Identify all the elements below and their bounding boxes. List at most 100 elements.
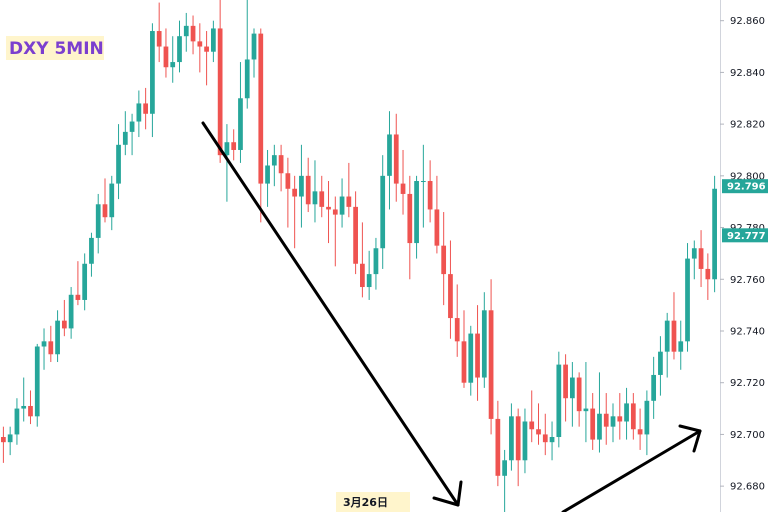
candle bbox=[61, 299, 67, 337]
candle bbox=[664, 312, 670, 378]
candle bbox=[630, 393, 636, 440]
candle-body bbox=[529, 421, 535, 430]
chart-title: DXY 5MIN bbox=[6, 36, 104, 60]
candle bbox=[448, 240, 453, 339]
candle bbox=[156, 2, 162, 63]
candle bbox=[380, 155, 386, 269]
candle-body bbox=[197, 41, 203, 47]
candle-body bbox=[624, 403, 629, 422]
price-tags: 92.796 92.777 bbox=[722, 179, 768, 243]
candle-body bbox=[156, 31, 162, 47]
candle-body bbox=[170, 62, 176, 68]
candle-body bbox=[305, 175, 311, 205]
candle-body bbox=[48, 341, 54, 355]
candle-body bbox=[251, 33, 257, 60]
candle-body bbox=[542, 434, 548, 443]
price-axis: 92.68092.70092.72092.74092.76092.78092.8… bbox=[720, 16, 765, 493]
candle-body bbox=[671, 320, 677, 352]
candle-body bbox=[278, 155, 284, 174]
candle bbox=[576, 372, 582, 427]
candle bbox=[319, 175, 325, 218]
candle bbox=[116, 124, 121, 200]
candle bbox=[454, 284, 460, 357]
candle-body bbox=[129, 121, 135, 132]
candle-body bbox=[509, 416, 514, 461]
candle bbox=[7, 426, 13, 456]
candle bbox=[583, 362, 589, 443]
candle-body bbox=[407, 193, 413, 244]
candle bbox=[624, 387, 629, 440]
candle bbox=[434, 175, 440, 254]
candle bbox=[393, 113, 399, 202]
candle bbox=[671, 292, 677, 360]
candle-body bbox=[1, 437, 6, 443]
candle bbox=[509, 403, 514, 471]
candle-body bbox=[21, 405, 27, 409]
annotation-arrows bbox=[201, 121, 702, 512]
y-tick-label: 92.680 bbox=[730, 482, 765, 493]
date-label-text: 3月26日 bbox=[343, 496, 388, 509]
candle-body bbox=[603, 413, 609, 427]
candle-body bbox=[292, 188, 298, 197]
candle bbox=[712, 175, 717, 293]
candle bbox=[14, 398, 20, 445]
candle-body bbox=[217, 28, 223, 156]
candle-body bbox=[109, 183, 115, 218]
candle bbox=[698, 230, 704, 288]
candle bbox=[238, 62, 243, 163]
candle-body bbox=[448, 274, 453, 319]
candle-body bbox=[664, 320, 670, 352]
candle-body bbox=[177, 36, 182, 63]
candle bbox=[475, 305, 480, 401]
candle bbox=[603, 393, 609, 445]
candle bbox=[28, 390, 33, 425]
candle-body bbox=[576, 377, 582, 412]
candle bbox=[312, 160, 318, 223]
candle bbox=[102, 178, 108, 223]
candle bbox=[339, 178, 345, 228]
candle-body bbox=[414, 181, 419, 244]
candle bbox=[549, 421, 555, 461]
candle bbox=[542, 413, 548, 456]
price-tag-background bbox=[722, 228, 768, 243]
candle-body bbox=[420, 181, 426, 183]
candle bbox=[691, 240, 697, 280]
candle bbox=[305, 157, 311, 213]
candle-body bbox=[285, 173, 291, 189]
candle-body bbox=[380, 175, 386, 249]
price-tag-value: 92.796 bbox=[727, 182, 766, 193]
candle-body bbox=[28, 405, 33, 417]
candle bbox=[481, 292, 487, 388]
candle bbox=[224, 124, 230, 202]
candle bbox=[685, 243, 690, 352]
candle-body bbox=[346, 196, 352, 207]
candle bbox=[41, 328, 47, 370]
candle-body bbox=[454, 318, 460, 342]
candle bbox=[292, 175, 298, 249]
candle bbox=[515, 408, 521, 487]
date-label: 3月26日 bbox=[336, 492, 410, 512]
candle bbox=[190, 15, 196, 55]
candle-body bbox=[658, 351, 663, 375]
candle-body bbox=[617, 416, 623, 422]
candle-body bbox=[400, 183, 406, 194]
candle-body bbox=[461, 341, 467, 383]
candle bbox=[387, 111, 392, 210]
candle-body bbox=[41, 341, 47, 347]
candle bbox=[278, 144, 284, 192]
candle-body bbox=[651, 374, 657, 401]
candle-body bbox=[475, 333, 480, 378]
down-trend-arrow-line bbox=[201, 121, 460, 507]
candle bbox=[441, 212, 447, 306]
candle bbox=[231, 129, 237, 161]
candle bbox=[644, 390, 650, 456]
candles-group bbox=[1, 0, 717, 512]
candle-body bbox=[265, 165, 270, 184]
candle bbox=[143, 87, 149, 130]
up-trend-arrow-head bbox=[678, 424, 702, 453]
candle-body bbox=[68, 294, 74, 329]
candle bbox=[217, 0, 223, 163]
candle-body bbox=[685, 258, 690, 342]
candle-body bbox=[563, 364, 568, 399]
